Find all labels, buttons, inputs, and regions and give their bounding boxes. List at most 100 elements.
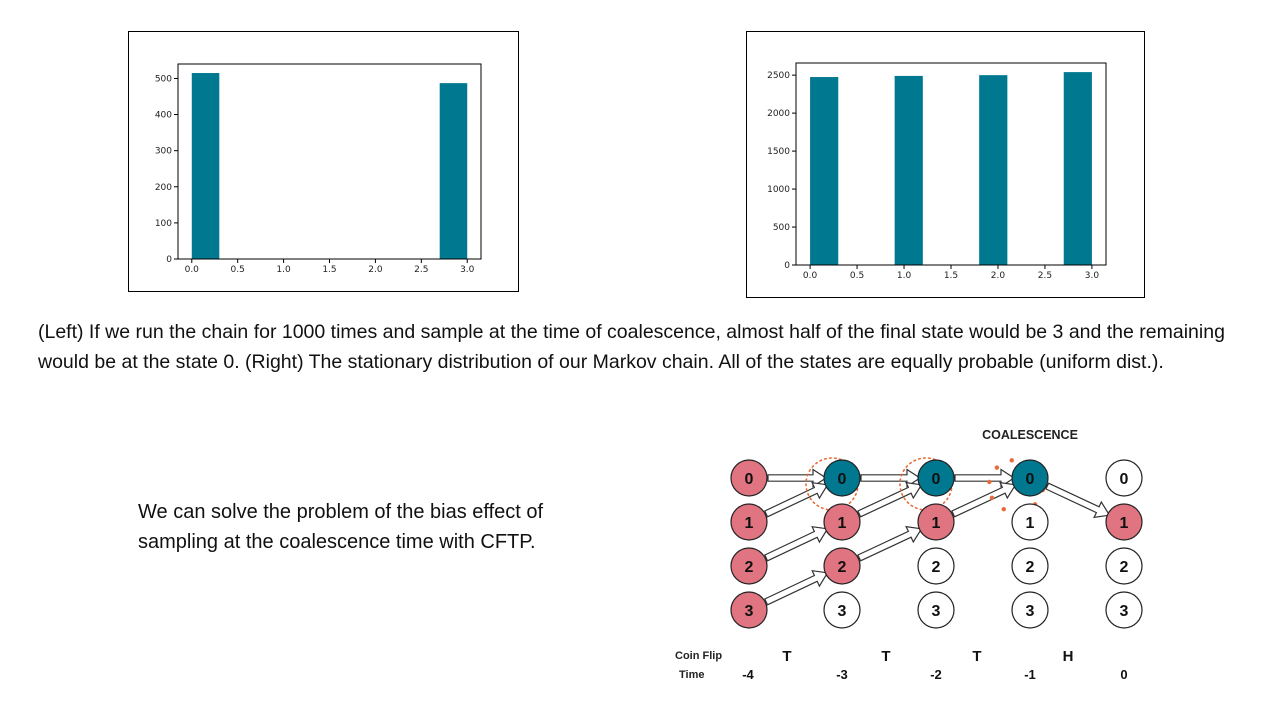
- state-node-t1-s0: 0: [823, 459, 861, 497]
- transition-arrow-8: [951, 481, 1017, 518]
- state-label: 0: [1120, 471, 1129, 488]
- state-label: 3: [745, 603, 754, 620]
- state-circle: [1011, 591, 1049, 629]
- time-value-2: -2: [930, 667, 942, 682]
- coin-flip-3: H: [1063, 648, 1074, 665]
- right-hist-axes-frame: [795, 62, 1107, 266]
- state-circle: [917, 503, 955, 541]
- state-label: 3: [932, 603, 941, 620]
- coin-flip-1: T: [881, 648, 890, 665]
- state-node-t0-s3: 3: [730, 591, 768, 629]
- state-label: 0: [838, 471, 847, 488]
- caption-text: (Left) If we run the chain for 1000 time…: [38, 321, 1225, 373]
- time-value-3: -1: [1024, 667, 1036, 682]
- state-circle: [1105, 459, 1143, 497]
- state-label: 2: [838, 559, 847, 576]
- left-hist-xtick-label-5: 2.5: [414, 265, 428, 275]
- left-hist-xtick-label-0: 0.0: [185, 265, 200, 275]
- state-label: 1: [1120, 515, 1129, 532]
- coin-flip-2: T: [972, 648, 981, 665]
- state-circle: [730, 591, 768, 629]
- state-node-t2-s3: 3: [917, 591, 955, 629]
- state-label: 1: [1026, 515, 1035, 532]
- state-circle: [1011, 503, 1049, 541]
- state-node-t3-s2: 2: [1011, 547, 1049, 585]
- left-hist-ytick-label-1: 100: [155, 219, 172, 229]
- coalescence-label: COALESCENCE: [982, 428, 1078, 442]
- right-hist-ytick-label-2: 1000: [767, 185, 790, 195]
- state-label: 2: [1026, 559, 1035, 576]
- right-hist-bar-3: [1063, 72, 1092, 265]
- left-histogram: 0.0 0.5 1.0 1.5 2.0 2.5 3.0 0 100 200 300 400 500: [128, 31, 519, 292]
- left-hist-ytick-label-5: 500: [155, 74, 172, 84]
- state-circle: [1105, 547, 1143, 585]
- coalescence-dot-5: [989, 495, 995, 501]
- state-label: 0: [1026, 471, 1035, 488]
- right-hist-bar-1: [894, 75, 923, 265]
- left-hist-xtick-label-1: 0.5: [231, 265, 245, 275]
- coin-flip-0: T: [782, 648, 791, 665]
- transition-arrow-2: [764, 525, 829, 562]
- transition-arrow-1: [764, 481, 829, 518]
- transition-arrow-3: [764, 569, 829, 606]
- cftp-explanation-text: We can solve the problem of the bias eff…: [138, 501, 544, 553]
- transition-arrow-7: [954, 468, 1016, 488]
- state-circle: [1105, 503, 1143, 541]
- state-node-t2-s0: 0: [917, 459, 955, 497]
- left-hist-bar-1: [439, 83, 468, 259]
- state-label: 0: [932, 471, 941, 488]
- right-histogram-plot: 0.0 0.5 1.0 1.5 2.0 2.5 3.0 0 500 1000 1500 2000 250…: [767, 62, 1107, 281]
- state-circle: [823, 459, 861, 497]
- state-node-t1-s1: 1: [823, 503, 861, 541]
- right-hist-xtick-label-0: 0.0: [803, 271, 818, 281]
- coin-flip-label: Coin Flip: [675, 650, 722, 662]
- right-hist-ytick-label-5: 2500: [767, 71, 790, 81]
- state-circle: [917, 591, 955, 629]
- right-hist-bar-0: [810, 77, 839, 265]
- state-node-t4-s3: 3: [1105, 591, 1143, 629]
- state-label: 2: [932, 559, 941, 576]
- right-hist-xtick-label-3: 1.5: [944, 271, 958, 281]
- state-node-t4-s0: 0: [1105, 459, 1143, 497]
- left-hist-axes-frame: [177, 63, 482, 260]
- left-histogram-plot: 0.0 0.5 1.0 1.5 2.0 2.5 3.0 0 100 200 300 400 500: [155, 63, 482, 275]
- right-hist-ytick-label-0: 0: [784, 261, 790, 271]
- state-node-t4-s2: 2: [1105, 547, 1143, 585]
- right-hist-ytick-label-1: 500: [773, 223, 790, 233]
- time-value-4: 0: [1120, 667, 1127, 682]
- state-circle: [1011, 459, 1049, 497]
- state-node-t2-s2: 2: [917, 547, 955, 585]
- coalescence-dot-4: [1001, 506, 1006, 512]
- state-circle: [730, 459, 768, 497]
- state-node-t1-s3: 3: [823, 591, 861, 629]
- state-label: 3: [838, 603, 847, 620]
- left-hist-xtick-label-3: 1.5: [322, 265, 336, 275]
- left-hist-xtick-label-6: 3.0: [460, 265, 475, 275]
- left-hist-ytick-label-2: 200: [155, 183, 172, 193]
- state-circle: [917, 459, 955, 497]
- time-value-0: -4: [742, 667, 754, 682]
- state-circle: [730, 547, 768, 585]
- transition-arrow-0: [767, 468, 828, 488]
- transition-arrow-4: [860, 468, 922, 488]
- state-node-t2-s1: 1: [917, 503, 955, 541]
- state-circle: [823, 503, 861, 541]
- state-label: 3: [1026, 603, 1035, 620]
- coalescence-dot-7: [994, 465, 1000, 470]
- left-hist-xtick-label-2: 1.0: [276, 265, 291, 275]
- right-histogram: 0.0 0.5 1.0 1.5 2.0 2.5 3.0 0 500 1000 1500 2000 250…: [746, 31, 1145, 298]
- right-hist-ytick-label-3: 1500: [767, 147, 790, 157]
- left-hist-ytick-label-4: 400: [155, 111, 172, 121]
- state-circle: [1011, 547, 1049, 585]
- left-hist-ytick-label-0: 0: [166, 255, 172, 265]
- time-value-1: -3: [836, 667, 848, 682]
- right-hist-xtick-label-1: 0.5: [850, 271, 864, 281]
- right-hist-xtick-label-5: 2.5: [1038, 271, 1052, 281]
- right-hist-xtick-label-4: 2.0: [991, 271, 1006, 281]
- state-label: 3: [1120, 603, 1129, 620]
- left-hist-bar-0: [191, 73, 220, 260]
- transition-arrow-5: [857, 481, 923, 518]
- state-label: 2: [745, 559, 754, 576]
- state-node-t3-s1: 1: [1011, 503, 1049, 541]
- state-label: 1: [932, 515, 941, 532]
